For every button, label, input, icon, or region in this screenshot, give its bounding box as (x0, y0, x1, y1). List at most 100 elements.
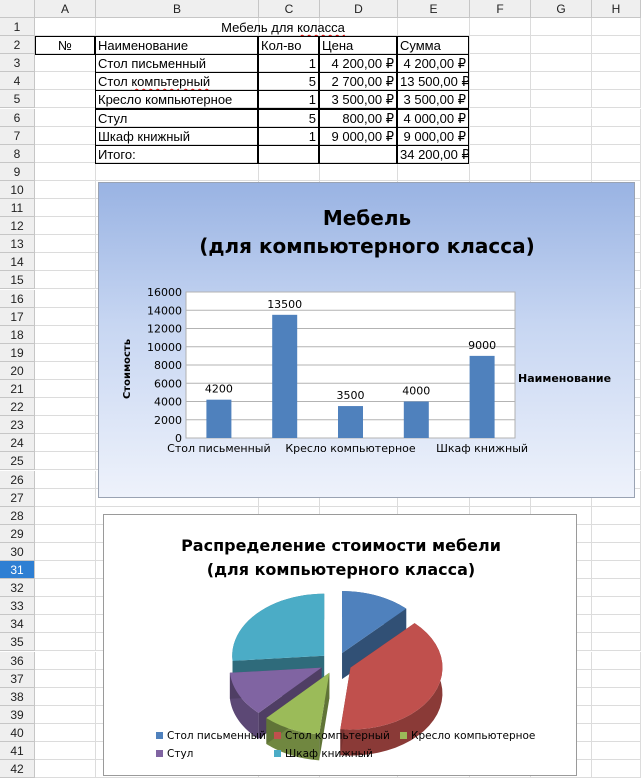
cell-e6[interactable] (398, 108, 470, 127)
total-price-cell[interactable] (319, 145, 397, 164)
row-header-32[interactable]: 32 (0, 579, 35, 598)
cell-a30[interactable] (35, 542, 96, 561)
cell-h42[interactable] (592, 760, 641, 779)
row-header-5[interactable]: 5 (0, 90, 35, 109)
row-header-41[interactable]: 41 (0, 742, 35, 760)
cell-h1[interactable] (592, 18, 641, 36)
item-name[interactable]: Кресло компьютерное (95, 90, 258, 110)
item-price[interactable]: 9 000,00 ₽ (319, 126, 397, 146)
cell-a20[interactable] (35, 361, 96, 380)
cell-f4[interactable] (470, 72, 531, 91)
pie-slice[interactable] (232, 593, 325, 661)
row-header-35[interactable]: 35 (0, 633, 35, 652)
cell-e7[interactable] (398, 126, 470, 145)
column-header-c[interactable]: C (259, 0, 320, 18)
row-header-12[interactable]: 12 (0, 217, 35, 236)
item-name[interactable]: Стол компьтерный (95, 72, 258, 92)
cell-e1[interactable] (398, 18, 470, 36)
total-label[interactable]: Итого: (95, 145, 258, 164)
cell-h4[interactable] (592, 72, 641, 91)
row-header-9[interactable]: 9 (0, 162, 35, 181)
cell-c9[interactable] (259, 162, 320, 181)
table-title[interactable]: Мебель для коласса (96, 19, 470, 37)
cell-a40[interactable] (35, 723, 96, 742)
row-header-28[interactable]: 28 (0, 506, 35, 525)
row-header-22[interactable]: 22 (0, 398, 35, 417)
cell-h36[interactable] (592, 651, 641, 670)
row-header-1[interactable]: 1 (0, 18, 35, 36)
cell-h35[interactable] (592, 633, 641, 652)
cell-h32[interactable] (592, 579, 641, 598)
row-header-4[interactable]: 4 (0, 72, 35, 91)
bar-chart[interactable]: Мебель (для компьютерного класса) 0 2000 4… (98, 182, 635, 498)
item-name[interactable]: Стол письменный (95, 54, 258, 73)
row-header-19[interactable]: 19 (0, 343, 35, 362)
cell-a41[interactable] (35, 742, 96, 760)
header-price[interactable]: Цена (319, 36, 397, 55)
row-header-38[interactable]: 38 (0, 687, 35, 706)
cell-a6[interactable] (35, 108, 96, 127)
row-header-10[interactable]: 10 (0, 180, 35, 199)
item-sum[interactable]: 4 200,00 ₽ (397, 54, 469, 73)
row-header-34[interactable]: 34 (0, 615, 35, 634)
cell-a34[interactable] (35, 615, 96, 634)
cell-a27[interactable] (35, 488, 96, 507)
row-header-29[interactable]: 29 (0, 524, 35, 543)
row-header-25[interactable]: 25 (0, 452, 35, 471)
row-header-36[interactable]: 36 (0, 651, 35, 670)
cell-h34[interactable] (592, 615, 641, 634)
cell-h41[interactable] (592, 742, 641, 760)
bar[interactable] (403, 401, 429, 439)
item-sum[interactable]: 3 500,00 ₽ (397, 90, 469, 110)
cell-h9[interactable] (592, 162, 641, 181)
row-header-18[interactable]: 18 (0, 325, 35, 344)
cell-a17[interactable] (35, 307, 96, 326)
cell-e8[interactable] (398, 144, 470, 163)
item-price[interactable]: 800,00 ₽ (319, 108, 397, 128)
cell-a24[interactable] (35, 434, 96, 453)
cell-h28[interactable] (592, 506, 641, 525)
cell-g9[interactable] (531, 162, 592, 181)
cell-g6[interactable] (531, 108, 592, 127)
cell-h30[interactable] (592, 542, 641, 561)
column-header-h[interactable]: H (592, 0, 641, 18)
item-name[interactable]: Шкаф книжный (95, 126, 258, 146)
header-qty[interactable]: Кол-во (258, 36, 319, 55)
total-qty-cell[interactable] (258, 145, 319, 164)
cell-h39[interactable] (592, 705, 641, 724)
cell-a13[interactable] (35, 235, 96, 254)
item-sum[interactable]: 4 000,00 ₽ (397, 108, 469, 128)
cell-a23[interactable] (35, 416, 96, 435)
cell-g7[interactable] (531, 126, 592, 145)
cell-h7[interactable] (592, 126, 641, 145)
cell-a39[interactable] (35, 705, 96, 724)
row-header-40[interactable]: 40 (0, 723, 35, 742)
row-header-24[interactable]: 24 (0, 434, 35, 453)
item-name[interactable]: Стул (95, 108, 258, 128)
cell-c1[interactable] (259, 18, 320, 36)
row-header-15[interactable]: 15 (0, 271, 35, 290)
bar[interactable] (338, 406, 363, 438)
cell-a12[interactable] (35, 217, 96, 236)
row-header-14[interactable]: 14 (0, 253, 35, 272)
cell-h33[interactable] (592, 597, 641, 616)
cell-a22[interactable] (35, 398, 96, 417)
pie-slice[interactable] (229, 667, 322, 713)
item-qty[interactable]: 1 (258, 54, 319, 73)
cell-a31[interactable] (35, 561, 96, 579)
cell-g3[interactable] (531, 54, 592, 73)
item-qty[interactable]: 1 (258, 90, 319, 110)
cell-a38[interactable] (35, 687, 96, 706)
row-header-42[interactable]: 42 (0, 760, 35, 779)
cell-h40[interactable] (592, 723, 641, 742)
cell-e3[interactable] (398, 54, 470, 73)
cell-h38[interactable] (592, 687, 641, 706)
total-value[interactable]: 34 200,00 ₽ (397, 145, 469, 164)
cell-a14[interactable] (35, 253, 96, 272)
item-qty[interactable]: 1 (258, 126, 319, 146)
cell-a26[interactable] (35, 470, 96, 489)
item-price[interactable]: 4 200,00 ₽ (319, 54, 397, 73)
column-header-d[interactable]: D (320, 0, 398, 18)
row-header-8[interactable]: 8 (0, 144, 35, 163)
pie-slice[interactable] (340, 623, 443, 730)
